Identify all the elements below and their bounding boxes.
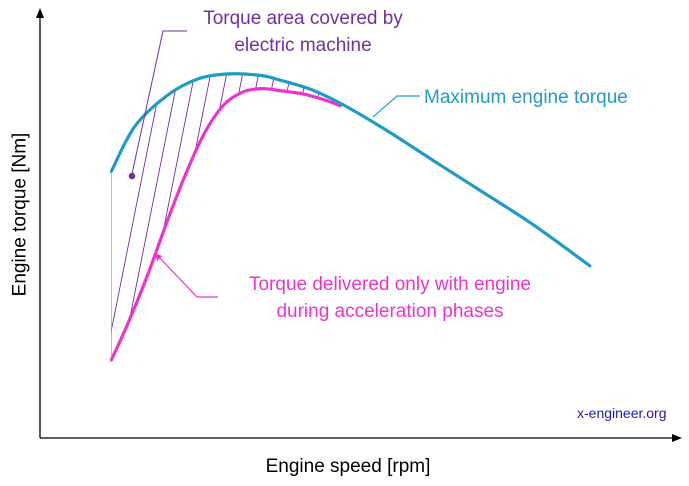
hatch-line (196, 73, 268, 360)
hatch-line (111, 73, 172, 360)
engine-only-leader-arrow (155, 253, 162, 261)
electric-area-annotation-line1: Torque area covered by (203, 8, 403, 29)
y-axis-label: Engine torque [Nm] (9, 132, 31, 297)
hatch-line (148, 73, 220, 360)
engine-only-annotation-line2: during acceleration phases (276, 301, 504, 322)
hatch-line (260, 73, 332, 360)
hatch-line (292, 73, 344, 360)
x-axis-label: Engine speed [rpm] (265, 456, 431, 477)
electric-area-leader (131, 30, 187, 175)
hatch-line (324, 73, 344, 360)
y-axis-arrow (36, 8, 44, 18)
engine-only-annotation-line1: Torque delivered only with engine (248, 274, 531, 295)
engine-only-annotation: Torque delivered only with engine during… (225, 271, 555, 325)
electric-machine-hatch-area (111, 73, 344, 360)
axes (36, 8, 682, 442)
engine-only-leader (156, 254, 218, 298)
curves (109, 72, 592, 362)
hatch-line (340, 73, 344, 360)
max-torque-leader (372, 95, 420, 118)
max-torque-curve (109, 72, 592, 268)
electric-area-annotation: Torque area covered by electric machine (178, 5, 428, 59)
hatch-line (308, 73, 344, 360)
x-axis-arrow (672, 434, 682, 442)
electric-area-annotation-line2: electric machine (234, 35, 372, 56)
electric-area-leader-dot (128, 172, 136, 180)
max-torque-annotation: Maximum engine torque (424, 87, 628, 108)
watermark: x-engineer.org (577, 405, 667, 421)
annotation-leaders (128, 30, 420, 298)
hatch-line (244, 73, 316, 360)
hatch-line (212, 73, 284, 360)
engine-only-torque-curve (109, 86, 342, 362)
hatch-line (116, 73, 188, 360)
hatch-line (164, 73, 236, 360)
